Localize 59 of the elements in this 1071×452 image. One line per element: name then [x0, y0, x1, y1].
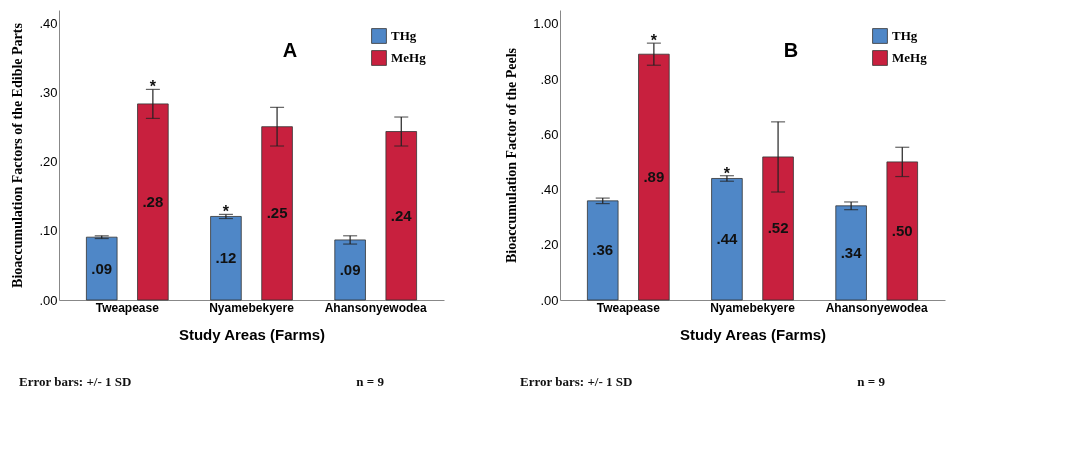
x-axis-title: Study Areas (Farms) — [679, 325, 827, 343]
y-tick-label: .10 — [39, 223, 58, 239]
x-tick-label: Ahansonyewodea — [324, 300, 428, 315]
text: n = 9 — [857, 374, 886, 389]
bar — [762, 156, 794, 301]
data-label: .50 — [891, 221, 913, 239]
data-label: .25 — [266, 204, 288, 222]
data-label: .36 — [592, 241, 614, 259]
bar — [137, 103, 169, 301]
bar — [86, 236, 118, 301]
y-tick-label: .00 — [540, 292, 559, 308]
text: Error bars: +/- 1 SD — [19, 374, 132, 389]
y-tick-label: .20 — [39, 154, 58, 170]
y-tick-label: .80 — [540, 71, 559, 87]
legend-label: MeHg — [391, 50, 427, 65]
y-tick-label: .20 — [540, 237, 559, 253]
data-label: .89 — [643, 168, 665, 186]
text: n = 9 — [356, 374, 385, 389]
legend-label: MeHg — [892, 50, 928, 65]
data-label: .28 — [142, 192, 164, 210]
data-label: .24 — [390, 206, 413, 224]
y-tick-label: .00 — [39, 292, 58, 308]
text: B — [783, 38, 799, 61]
data-label: .12 — [215, 249, 237, 267]
x-tick-label: Ahansonyewodea — [825, 300, 929, 315]
annotation: * — [650, 32, 658, 50]
y-tick-label: 1.00 — [533, 16, 559, 32]
y-axis-title: Bioaccumulation Factor of the Peels — [504, 47, 520, 264]
annotation: * — [222, 203, 230, 221]
data-label: .34 — [840, 243, 863, 261]
text: A — [282, 38, 298, 61]
bar — [711, 178, 743, 301]
data-label: .52 — [767, 219, 789, 237]
bar — [261, 126, 293, 301]
annotation: * — [149, 78, 157, 96]
x-tick-label: Tweapease — [95, 300, 160, 315]
bar — [385, 131, 417, 301]
y-tick-label: .30 — [39, 85, 58, 101]
data-label: .44 — [716, 230, 739, 248]
data-label: .09 — [339, 260, 361, 278]
y-tick-label: .60 — [540, 126, 559, 142]
legend-label: THg — [892, 28, 918, 43]
y-axis-title: Bioaccumulation Factors of the Edible Parts — [10, 22, 26, 288]
bar — [886, 161, 918, 301]
bar — [334, 239, 366, 301]
data-label: .09 — [91, 259, 113, 277]
x-axis-title: Study Areas (Farms) — [178, 325, 326, 343]
bar — [638, 53, 670, 301]
legend-label: THg — [391, 28, 417, 43]
bar — [835, 205, 867, 301]
bar — [210, 216, 242, 301]
y-tick-label: .40 — [540, 182, 559, 198]
x-tick-label: Tweapease — [596, 300, 661, 315]
y-tick-label: .40 — [39, 16, 58, 32]
x-tick-label: Nyamebekyere — [710, 300, 796, 315]
text: Error bars: +/- 1 SD — [520, 374, 633, 389]
bar — [587, 200, 619, 301]
x-tick-label: Nyamebekyere — [209, 300, 295, 315]
annotation: * — [723, 164, 731, 182]
